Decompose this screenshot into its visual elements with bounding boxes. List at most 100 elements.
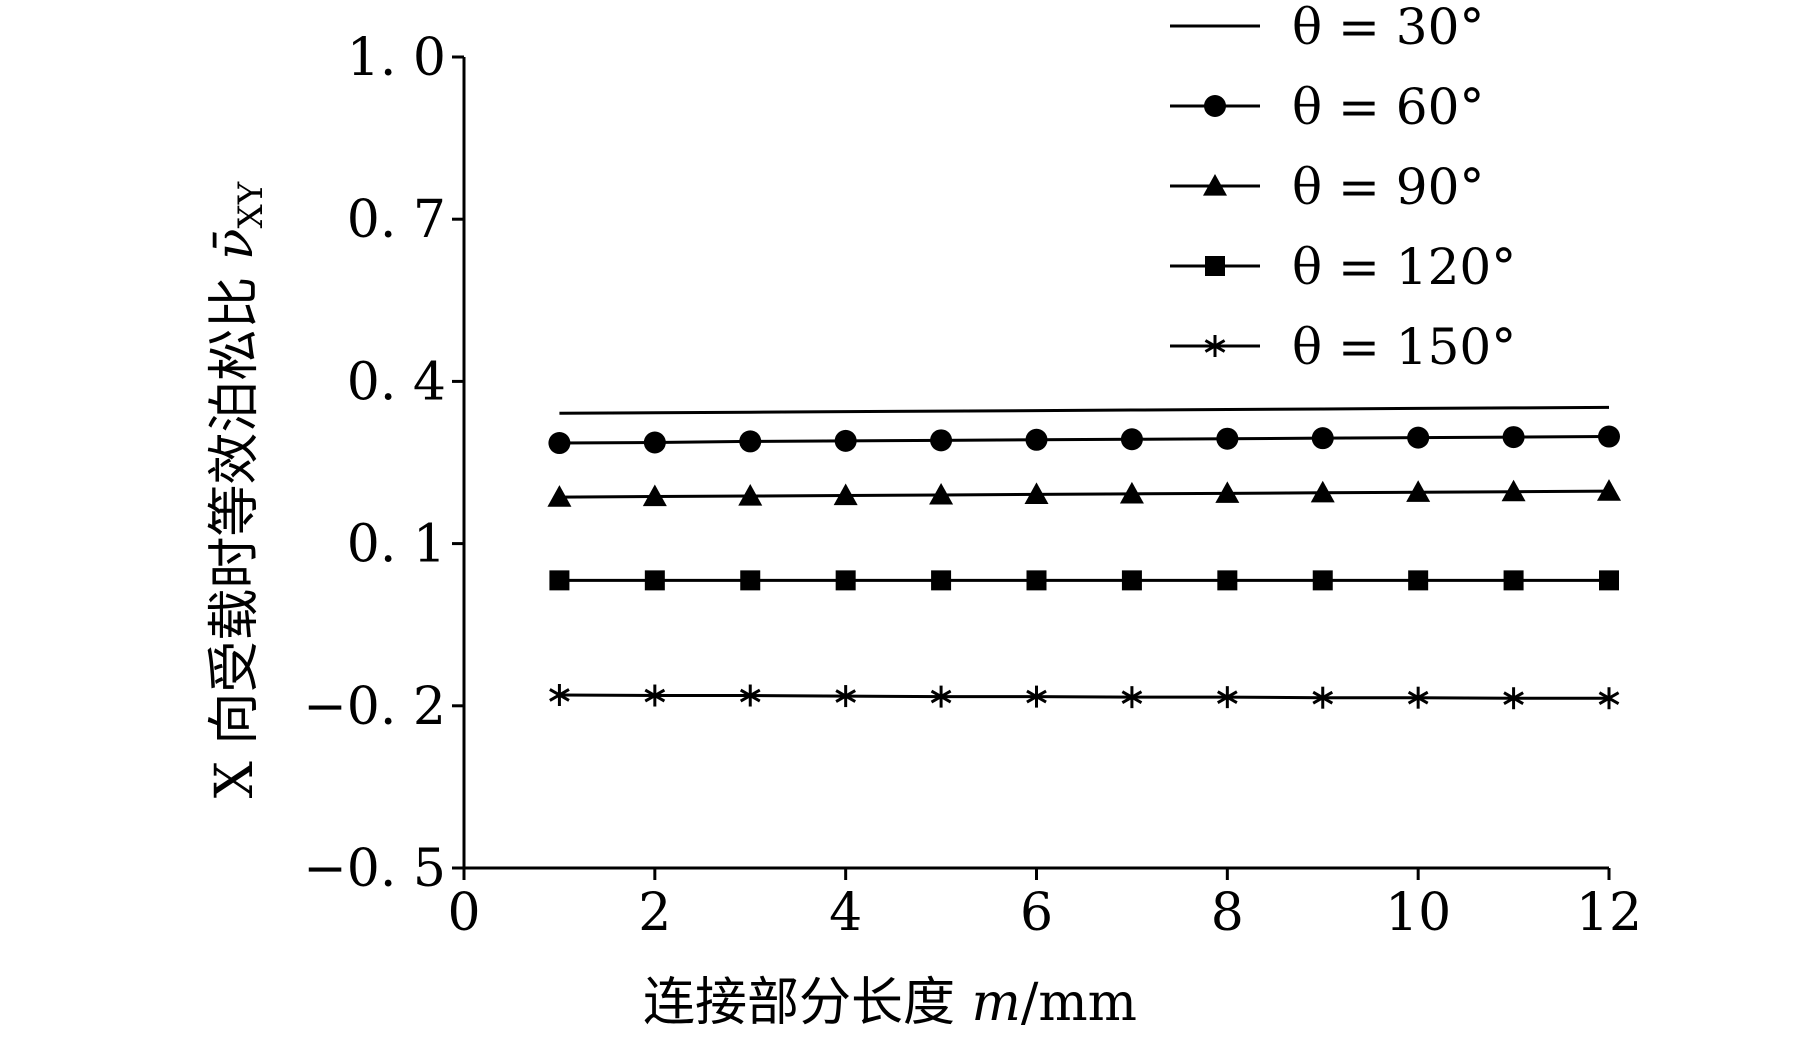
y-tick-label: 1. 0 — [347, 28, 446, 88]
y-tick-label: −0. 5 — [303, 839, 446, 899]
data-point-2 — [929, 482, 954, 505]
data-point-4 — [1121, 686, 1143, 709]
legend-marker-4 — [1204, 335, 1226, 357]
data-point-2 — [1119, 481, 1144, 504]
data-point-3 — [1217, 570, 1238, 591]
data-point-4 — [549, 683, 570, 706]
data-point-1 — [548, 432, 571, 455]
data-point-4 — [1312, 686, 1334, 709]
legend-label-1: θ = 60° — [1292, 78, 1484, 136]
y-axis-title-subscript: XY — [231, 181, 271, 228]
plot-area — [547, 405, 1621, 710]
series-line-2 — [559, 489, 1610, 499]
data-point-2 — [1024, 482, 1049, 504]
data-point-4 — [1217, 686, 1238, 709]
x-axis-title-unit: /mm — [1021, 973, 1137, 1033]
x-tick-label: 2 — [638, 883, 671, 943]
x-tick-label: 6 — [1020, 883, 1053, 943]
data-point-4 — [930, 685, 952, 708]
asterisk-stroke — [1598, 691, 1620, 706]
y-tick-label: −0. 2 — [303, 677, 446, 737]
x-tick-label: 10 — [1385, 883, 1451, 943]
asterisk-stroke — [1026, 689, 1047, 704]
data-point-1 — [1120, 428, 1143, 451]
data-point-3 — [644, 570, 665, 591]
data-point-3 — [1599, 570, 1619, 591]
x-tick-label: 4 — [829, 883, 862, 943]
series-line-0 — [559, 405, 1610, 415]
data-point-1 — [1025, 428, 1048, 451]
data-point-1 — [1216, 427, 1239, 450]
x-axis-title: 连接部分长度 m/mm — [643, 973, 1137, 1033]
x-tick-label: 12 — [1576, 883, 1642, 943]
data-point-2 — [1215, 481, 1240, 503]
data-point-3 — [835, 570, 856, 591]
data-point-2 — [547, 485, 572, 507]
data-point-3 — [549, 570, 570, 591]
data-point-2 — [1597, 479, 1621, 501]
legend-label-2: θ = 90° — [1292, 158, 1484, 216]
x-tick-label: 0 — [447, 883, 480, 943]
data-point-3 — [740, 570, 761, 591]
data-point-3 — [1408, 570, 1429, 591]
data-point-3 — [1503, 570, 1524, 591]
data-point-3 — [1121, 570, 1142, 591]
data-point-4 — [1026, 685, 1047, 708]
series-line-4 — [559, 693, 1609, 700]
data-point-3 — [1026, 570, 1047, 591]
asterisk-stroke — [930, 689, 952, 704]
data-point-4 — [1407, 686, 1429, 709]
y-tick-label: 0. 7 — [347, 190, 446, 250]
legend-label-4: θ = 150° — [1292, 318, 1516, 376]
data-point-4 — [739, 684, 761, 707]
legend-marker-1 — [1204, 95, 1226, 117]
asterisk-stroke — [1407, 690, 1429, 705]
asterisk-stroke — [1312, 690, 1334, 705]
data-point-1 — [1311, 427, 1334, 450]
data-point-1 — [930, 429, 953, 452]
data-point-1 — [739, 430, 762, 453]
y-tick-label: 0. 1 — [347, 515, 446, 575]
y-axis-title-text: X 向受载时等效泊松比 — [205, 260, 265, 798]
data-point-4 — [1598, 687, 1620, 710]
data-point-2 — [1310, 480, 1335, 503]
data-point-1 — [1598, 425, 1620, 448]
legend-marker-3 — [1205, 256, 1225, 276]
data-point-4 — [644, 684, 666, 707]
series-line-1 — [559, 435, 1610, 445]
data-point-1 — [643, 431, 666, 454]
data-point-2 — [738, 484, 763, 506]
asterisk-stroke — [1503, 691, 1524, 706]
data-point-4 — [835, 685, 856, 708]
data-point-4 — [1503, 687, 1524, 710]
data-point-3 — [931, 570, 952, 591]
legend-label-0: θ = 30° — [1292, 0, 1484, 56]
data-point-1 — [1407, 426, 1430, 449]
asterisk-stroke — [1217, 690, 1238, 704]
asterisk-stroke — [1204, 339, 1226, 353]
data-point-2 — [1501, 479, 1526, 502]
x-axis-title-text: 连接部分长度 — [643, 973, 972, 1033]
asterisk-stroke — [644, 688, 666, 703]
legend-label-3: θ = 120° — [1292, 238, 1516, 296]
data-point-2 — [642, 484, 667, 507]
data-point-2 — [1406, 480, 1431, 502]
asterisk-stroke — [549, 688, 570, 702]
x-tick-label: 8 — [1211, 883, 1244, 943]
y-axis-title-variable: ν̄ — [205, 228, 265, 260]
legend-marker-2 — [1203, 174, 1227, 196]
y-axis-title: X 向受载时等效泊松比 ν̄XY — [205, 181, 271, 798]
x-axis-title-variable: m — [972, 973, 1021, 1033]
asterisk-stroke — [1121, 690, 1143, 704]
asterisk-stroke — [739, 688, 761, 703]
data-point-2 — [833, 483, 858, 506]
data-point-1 — [834, 429, 857, 452]
data-point-3 — [1312, 570, 1333, 591]
y-tick-label: 0. 4 — [347, 352, 446, 412]
data-point-1 — [1502, 426, 1525, 449]
asterisk-stroke — [835, 689, 856, 703]
legend: θ = 30° θ = 60° θ = 90° θ = 120° θ = 150° — [1170, 0, 1516, 376]
axes: −0. 5 −0. 2 0. 1 0. 4 0. 7 1. 0 0 2 4 6 8 10 12 — [303, 28, 1642, 943]
